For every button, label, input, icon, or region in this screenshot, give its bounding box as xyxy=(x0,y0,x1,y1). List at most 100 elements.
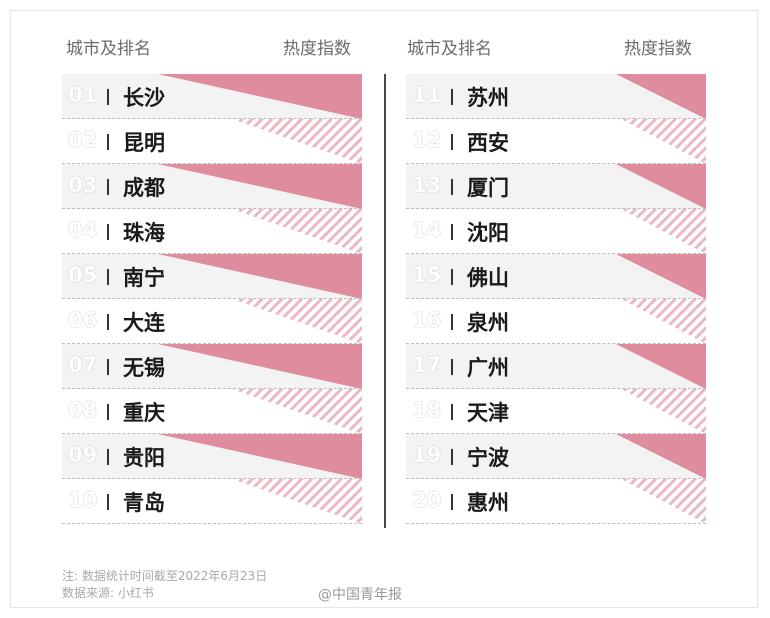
heat-index-wedge xyxy=(616,164,706,209)
rank-separator xyxy=(451,179,453,195)
rank-separator xyxy=(451,89,453,105)
city-name: 泉州 xyxy=(467,311,509,335)
table-row: 12 西安 xyxy=(406,119,706,164)
heat-wedge-shape xyxy=(621,209,706,254)
row-divider xyxy=(62,388,362,389)
rank-number: 11 xyxy=(412,83,442,107)
row-divider xyxy=(406,208,706,209)
city-name: 大连 xyxy=(123,311,165,335)
heat-wedge-shape xyxy=(616,74,706,119)
rank-separator xyxy=(107,314,109,330)
row-divider xyxy=(406,343,706,344)
heat-index-wedge xyxy=(621,209,706,254)
table-row: 10 青岛 xyxy=(62,479,362,524)
row-divider xyxy=(62,163,362,164)
rank-number: 13 xyxy=(412,173,442,197)
heat-index-wedge xyxy=(621,119,706,164)
heat-index-wedge xyxy=(621,389,706,434)
heat-index-wedge xyxy=(621,479,706,524)
heat-index-wedge xyxy=(158,254,362,299)
heat-index-wedge xyxy=(232,119,362,164)
table-row: 17 广州 xyxy=(406,344,706,389)
heat-wedge-shape xyxy=(232,389,362,434)
city-name: 珠海 xyxy=(123,221,165,245)
rank-number: 17 xyxy=(412,353,442,377)
heat-wedge-shape xyxy=(621,119,706,164)
source-watermark: @中国青年报 xyxy=(318,587,402,603)
rank-number: 12 xyxy=(412,128,442,152)
city-name: 西安 xyxy=(467,131,509,155)
heat-index-wedge xyxy=(158,434,362,479)
row-divider xyxy=(62,253,362,254)
left-index-header: 热度指数 xyxy=(283,39,351,59)
rank-number: 18 xyxy=(412,398,442,422)
heat-wedge-shape xyxy=(232,119,362,164)
heat-index-wedge xyxy=(232,299,362,344)
row-divider xyxy=(406,388,706,389)
heat-wedge-shape xyxy=(616,164,706,209)
heat-index-wedge xyxy=(232,389,362,434)
city-name: 天津 xyxy=(467,401,509,425)
rank-separator xyxy=(107,224,109,240)
city-name: 贵阳 xyxy=(123,446,165,470)
rank-number: 01 xyxy=(68,83,98,107)
rank-separator xyxy=(451,314,453,330)
rank-separator xyxy=(451,224,453,240)
heat-wedge-shape xyxy=(616,434,706,479)
table-row: 02 昆明 xyxy=(62,119,362,164)
rank-number: 10 xyxy=(68,488,98,512)
table-row: 01 长沙 xyxy=(62,74,362,119)
heat-wedge-shape xyxy=(621,479,706,524)
rank-number: 06 xyxy=(68,308,98,332)
heat-index-wedge xyxy=(616,74,706,119)
rank-number: 02 xyxy=(68,128,98,152)
rank-separator xyxy=(451,269,453,285)
rank-separator xyxy=(451,404,453,420)
rank-separator xyxy=(107,404,109,420)
rank-separator xyxy=(107,134,109,150)
rank-separator xyxy=(107,494,109,510)
heat-wedge-shape xyxy=(616,344,706,389)
rank-separator xyxy=(451,134,453,150)
city-name: 成都 xyxy=(123,176,165,200)
table-row: 15 佛山 xyxy=(406,254,706,299)
footnote-source: 数据来源: 小红书 xyxy=(62,586,154,600)
table-row: 03 成都 xyxy=(62,164,362,209)
heat-wedge-shape xyxy=(158,434,362,479)
heat-index-wedge xyxy=(616,254,706,299)
rank-separator xyxy=(107,359,109,375)
heat-index-wedge xyxy=(616,344,706,389)
row-divider xyxy=(406,298,706,299)
heat-index-wedge xyxy=(232,209,362,254)
city-name: 南宁 xyxy=(123,266,165,290)
table-row: 07 无锡 xyxy=(62,344,362,389)
rank-number: 20 xyxy=(412,488,442,512)
row-divider xyxy=(406,478,706,479)
row-divider xyxy=(62,343,362,344)
rank-separator xyxy=(451,494,453,510)
heat-wedge-shape xyxy=(621,299,706,344)
heat-index-wedge xyxy=(158,344,362,389)
city-name: 广州 xyxy=(467,356,509,380)
rank-separator xyxy=(451,359,453,375)
heat-wedge-shape xyxy=(616,254,706,299)
row-divider xyxy=(406,118,706,119)
rank-number: 14 xyxy=(412,218,442,242)
rank-separator xyxy=(107,89,109,105)
heat-wedge-shape xyxy=(158,164,362,209)
table-row: 20 惠州 xyxy=(406,479,706,524)
city-name: 惠州 xyxy=(467,491,509,515)
city-name: 厦门 xyxy=(467,176,509,200)
city-name: 佛山 xyxy=(467,266,509,290)
heat-wedge-shape xyxy=(621,389,706,434)
table-row: 18 天津 xyxy=(406,389,706,434)
heat-wedge-shape xyxy=(158,344,362,389)
rank-number: 15 xyxy=(412,263,442,287)
city-name: 长沙 xyxy=(123,86,165,110)
row-divider xyxy=(62,478,362,479)
heat-wedge-shape xyxy=(158,254,362,299)
rank-number: 07 xyxy=(68,353,98,377)
heat-wedge-shape xyxy=(232,299,362,344)
row-divider xyxy=(62,523,362,524)
right-index-header: 热度指数 xyxy=(624,39,692,59)
